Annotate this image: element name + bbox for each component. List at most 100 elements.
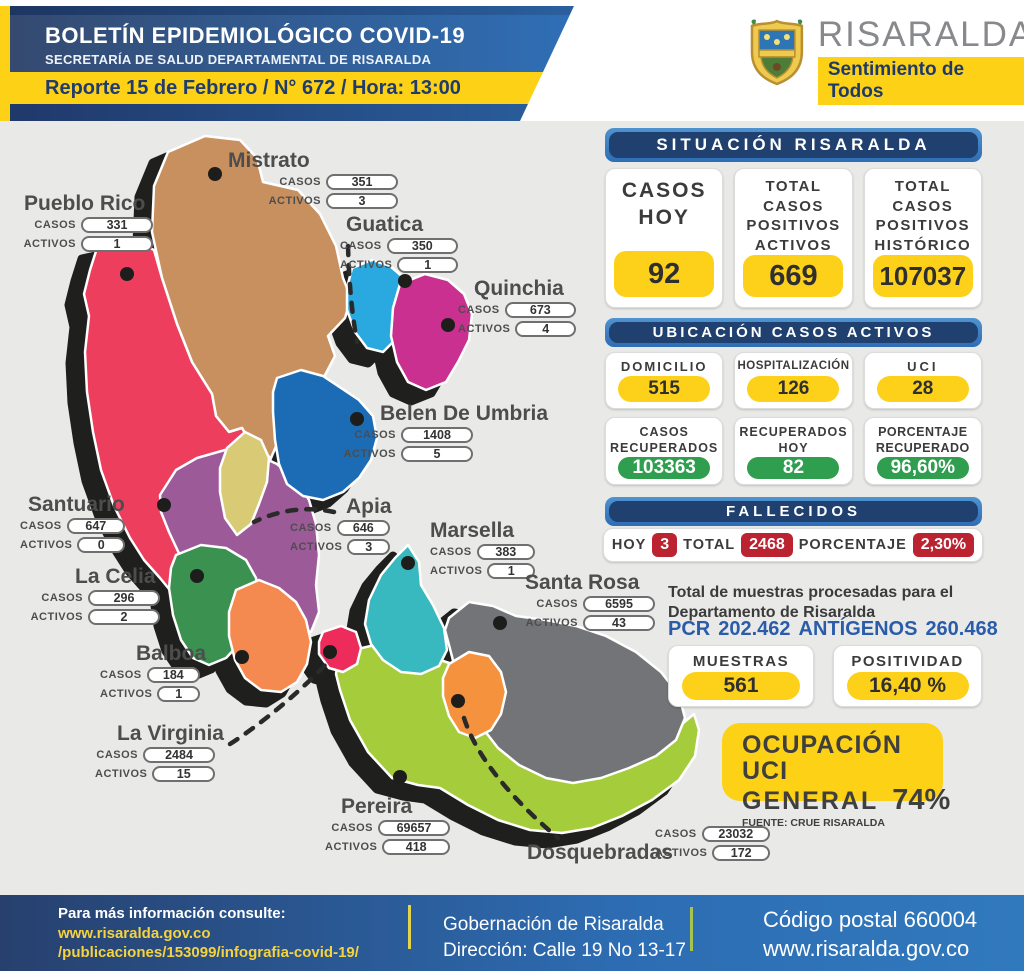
activos-field-label: ACTIVOS (290, 541, 343, 553)
casos-row: CASOS 2484 (95, 747, 215, 763)
footer-url-domain[interactable]: www.risaralda.gov.co (58, 924, 211, 942)
activos-field-label: ACTIVOS (655, 847, 708, 859)
footer-contact-block: Código postal 660004 www.risaralda.gov.c… (763, 906, 977, 963)
casos-row: CASOS 6595 (525, 596, 655, 612)
muni-label-marsella: Marsella CASOS 383 ACTIVOS 1 (430, 520, 535, 579)
casos-value-pill: 23032 (701, 826, 770, 842)
header-title-band: BOLETÍN EPIDEMIOLÓGICO COVID-19 SECRETAR… (0, 15, 574, 72)
map-region-pueblo-rico (82, 238, 273, 617)
casos-value-pill: 69657 (378, 820, 450, 836)
activos-row: ACTIVOS 1 (18, 236, 153, 252)
activos-value-pill: 4 (515, 321, 576, 337)
report-line: Reporte 15 de Febrero / N° 672 / Hora: 1… (45, 77, 461, 99)
antigenos-label: ANTÍGENOS (798, 618, 918, 640)
activos-value-pill: 0 (77, 537, 125, 553)
activos-row: ACTIVOS 4 (458, 321, 576, 337)
fallecidos-card: HOY 3 TOTAL 2468 PORCENTAJE 2,30% (603, 528, 983, 562)
casos-recuperados-card: CASOS RECUPERADOS 103363 (605, 417, 724, 485)
uci-label: UCI (907, 359, 939, 374)
footer-codigo-postal: Código postal 660004 (763, 907, 978, 932)
activos-field-label: ACTIVOS (325, 841, 378, 853)
recuperados-hoy-label: RECUPERADOS HOY (739, 425, 848, 456)
map-region-dosquebradas (441, 650, 508, 740)
brand-name: RISARALDA (817, 15, 1024, 54)
dosquebradas-location-dot (451, 694, 465, 708)
activos-value-pill: 418 (382, 839, 450, 855)
activos-value-pill: 2 (88, 609, 160, 625)
casos-row: CASOS 331 (18, 217, 153, 233)
header-banner: BOLETÍN EPIDEMIOLÓGICO COVID-19 SECRETAR… (0, 6, 574, 121)
casos-row: CASOS 184 (100, 667, 200, 683)
casos-value-pill: 383 (476, 544, 535, 560)
casos-value-pill: 647 (66, 518, 125, 534)
activos-value-pill: 3 (347, 539, 390, 555)
activos-field-label: ACTIVOS (343, 448, 396, 460)
muni-label-balboa: Balboa CASOS 184 ACTIVOS 1 (100, 643, 206, 702)
positividad-label: POSITIVIDAD (851, 653, 964, 670)
activos-field-label: ACTIVOS (95, 768, 148, 780)
bulletin-title: BOLETÍN EPIDEMIOLÓGICO COVID-19 (45, 23, 466, 48)
recuperados-hoy-card: RECUPERADOS HOY 82 (734, 417, 853, 485)
casos-value-pill: 6595 (583, 596, 655, 612)
fallecidos-hoy-label: HOY (611, 537, 647, 553)
casos-value-pill: 351 (326, 174, 398, 190)
la-virginia-connector-line (227, 659, 331, 747)
muni-label-dosquebradas: Dosquebradas CASOS 23032 ACTIVOS 172 (527, 826, 770, 863)
ocupacion-general-label: GENERAL (742, 786, 879, 815)
uci-card: UCI 28 (863, 352, 982, 409)
activos-field-label: ACTIVOS (20, 539, 73, 551)
municipality-name: La Celia (75, 565, 156, 588)
fallecidos-porcentaje-value: 2,30% (912, 533, 975, 557)
casos-field-label: CASOS (331, 822, 373, 834)
footer-divider-right (690, 907, 693, 951)
muestras-card: MUESTRAS 561 (668, 645, 814, 707)
fallecidos-hoy-value: 3 (652, 533, 678, 557)
casos-value-pill: 2484 (143, 747, 215, 763)
map-region-balboa (227, 578, 313, 694)
activos-value-pill: 43 (583, 615, 655, 631)
footer-website[interactable]: www.risaralda.gov.co (763, 935, 970, 961)
activos-row: ACTIVOS 1 (430, 563, 535, 579)
footer-address-block: Gobernación de Risaralda Dirección: Call… (443, 912, 686, 963)
guatica-location-dot (398, 274, 412, 288)
hospitalizacion-card: HOSPITALIZACIÓN 126 (734, 352, 853, 409)
casos-value-pill: 296 (88, 590, 160, 606)
antigenos-value: 260.468 (925, 618, 998, 640)
muestras-label: MUESTRAS (692, 653, 790, 670)
domicilio-label: DOMICILIO (620, 359, 708, 374)
pueblo-rico-location-dot (120, 267, 134, 281)
casos-value-pill: 1408 (401, 427, 473, 443)
domicilio-card: DOMICILIO 515 (605, 352, 724, 409)
footer-direccion: Dirección: Calle 19 No 13-17 (443, 939, 686, 961)
header-bottom-stripe (0, 104, 574, 121)
mistrato-location-dot (208, 167, 222, 181)
footer-divider-left (408, 905, 411, 949)
map-region-apia (218, 430, 271, 537)
footer-url-path[interactable]: /publicaciones/153099/infografia-covid-1… (58, 944, 359, 961)
footer-info-block: Para más información consulte: www.risar… (58, 904, 359, 963)
ocupacion-uci-line2: GENERAL 74% (742, 784, 950, 815)
casos-field-label: CASOS (354, 429, 396, 441)
casos-field-label: CASOS (340, 240, 382, 252)
casos-field-label: CASOS (96, 749, 138, 761)
casos-row: CASOS 383 (430, 544, 535, 560)
activos-row: ACTIVOS 3 (290, 539, 390, 555)
municipality-name: Santuario (28, 493, 125, 516)
municipality-name: La Virginia (117, 722, 224, 745)
porcentaje-recuperado-card: PORCENTAJE RECUPERADO 96,60% (863, 417, 982, 485)
balboa-location-dot (235, 650, 249, 664)
fallecidos-title: FALLECIDOS (609, 501, 978, 522)
casos-field-label: CASOS (655, 828, 697, 840)
dosquebradas-connector-line (461, 715, 561, 841)
muni-label-pereira: Pereira CASOS 69657 ACTIVOS 418 (325, 796, 450, 855)
casos-field-label: CASOS (458, 304, 500, 316)
porcentaje-recuperado-label: PORCENTAJE RECUPERADO (875, 425, 970, 456)
activos-row: ACTIVOS 43 (525, 615, 655, 631)
brand-lockup: RISARALDA Sentimiento de Todos (748, 15, 1024, 105)
ocupacion-uci-box: OCUPACIÓN UCI GENERAL 74% FUENTE: CRUE R… (722, 723, 950, 829)
pcr-value: 202.462 (718, 618, 791, 640)
ocupacion-uci-value: 74% (892, 783, 951, 816)
casos-value-pill: 646 (336, 520, 390, 536)
casos-row: CASOS 673 (458, 302, 576, 318)
brand-slogan: Sentimiento de Todos (817, 56, 1024, 105)
